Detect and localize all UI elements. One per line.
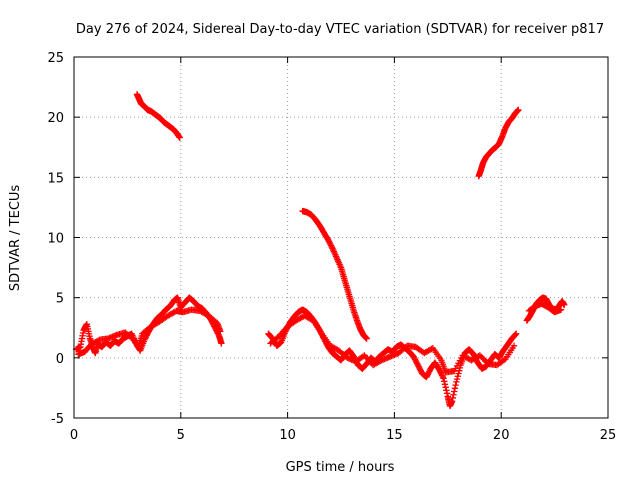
data-point: [134, 342, 141, 349]
data-point: [557, 306, 565, 313]
y-tick-label: 5: [56, 292, 64, 307]
data-point: [453, 378, 460, 386]
y-tick-label: 0: [56, 352, 64, 367]
data-point: [515, 106, 522, 114]
data-point: [438, 370, 445, 378]
data-point: [478, 353, 485, 361]
data-point: [142, 333, 150, 341]
chart-title: Day 276 of 2024, Sidereal Day-to-day VTE…: [76, 22, 604, 37]
data-point: [274, 334, 281, 341]
data-point: [512, 331, 519, 338]
series-arc-late-high: [475, 106, 522, 180]
data-point: [217, 328, 224, 335]
data-point: [561, 301, 568, 309]
x-tick-label: 0: [70, 428, 78, 443]
data-points: [72, 91, 568, 410]
data-point: [482, 357, 489, 365]
data-point: [413, 360, 421, 367]
data-point: [451, 388, 458, 395]
x-tick-label: 5: [177, 428, 185, 443]
data-point: [512, 330, 520, 337]
x-tick-label: 20: [493, 428, 510, 443]
data-point: [443, 390, 451, 397]
data-point: [218, 340, 225, 347]
x-tick-label: 25: [600, 428, 617, 443]
data-point: [449, 394, 456, 402]
data-point: [441, 381, 449, 388]
data-point: [412, 357, 419, 365]
y-tick-label: 25: [47, 51, 64, 66]
data-point: [455, 370, 462, 377]
data-point: [470, 351, 477, 358]
grid: [74, 57, 608, 418]
x-tick-label: 10: [279, 428, 296, 443]
data-point: [436, 366, 443, 374]
data-point: [363, 335, 370, 342]
y-tick-label: 20: [47, 111, 64, 126]
data-point: [451, 385, 459, 392]
data-point: [411, 356, 419, 363]
data-point: [416, 364, 423, 372]
axis-ticks: [73, 56, 609, 419]
data-point: [476, 352, 484, 359]
y-tick-label: 10: [47, 232, 64, 247]
data-point: [479, 355, 486, 362]
series-arc-mid-low-b: [267, 312, 518, 376]
series-arc-mid-descending: [299, 207, 370, 342]
data-point: [308, 316, 316, 323]
data-point: [423, 372, 431, 379]
series-arc-late-low-b: [525, 300, 565, 316]
data-point: [439, 373, 447, 381]
data-point: [450, 391, 457, 398]
x-axis-title: GPS time / hours: [286, 460, 395, 475]
data-point: [440, 375, 447, 382]
data-point: [453, 375, 461, 383]
data-point: [326, 239, 333, 246]
series-arc-early-high: [133, 91, 183, 141]
x-tick-label: 15: [386, 428, 403, 443]
data-point: [424, 371, 432, 378]
data-point: [454, 373, 461, 380]
series-arc-early-low: [72, 294, 225, 357]
data-point: [327, 240, 334, 248]
data-point: [413, 359, 420, 366]
data-point: [416, 366, 424, 373]
data-point: [426, 368, 433, 375]
data-point: [428, 345, 435, 353]
data-point: [425, 369, 432, 377]
data-point: [376, 357, 384, 365]
data-point: [176, 134, 183, 141]
series-arc-early-low-b: [75, 306, 224, 358]
data-point: [436, 368, 444, 375]
data-point: [423, 373, 430, 381]
data-point: [438, 372, 446, 379]
data-point: [415, 363, 422, 370]
data-point: [417, 367, 424, 374]
y-tick-labels: -5 0 5 10 15 20 25: [47, 51, 64, 427]
y-tick-label: -5: [51, 412, 64, 427]
y-axis-title: SDTVAR / TECUs: [8, 185, 23, 292]
data-point: [324, 236, 332, 244]
data-point: [443, 387, 450, 394]
data-point: [510, 342, 518, 349]
data-point: [442, 384, 449, 391]
data-point: [411, 354, 418, 362]
data-point: [328, 243, 335, 251]
data-point: [452, 381, 459, 389]
data-point: [441, 378, 448, 385]
data-point: [480, 356, 488, 363]
data-point: [95, 337, 102, 344]
y-tick-label: 15: [47, 171, 64, 186]
data-point: [325, 238, 333, 245]
x-tick-labels: 0 5 10 15 20 25: [70, 428, 616, 443]
data-point: [448, 397, 456, 405]
data-point: [500, 356, 508, 364]
data-point: [410, 353, 417, 360]
data-point: [414, 361, 422, 369]
data-point: [327, 242, 335, 249]
data-point: [402, 343, 409, 351]
